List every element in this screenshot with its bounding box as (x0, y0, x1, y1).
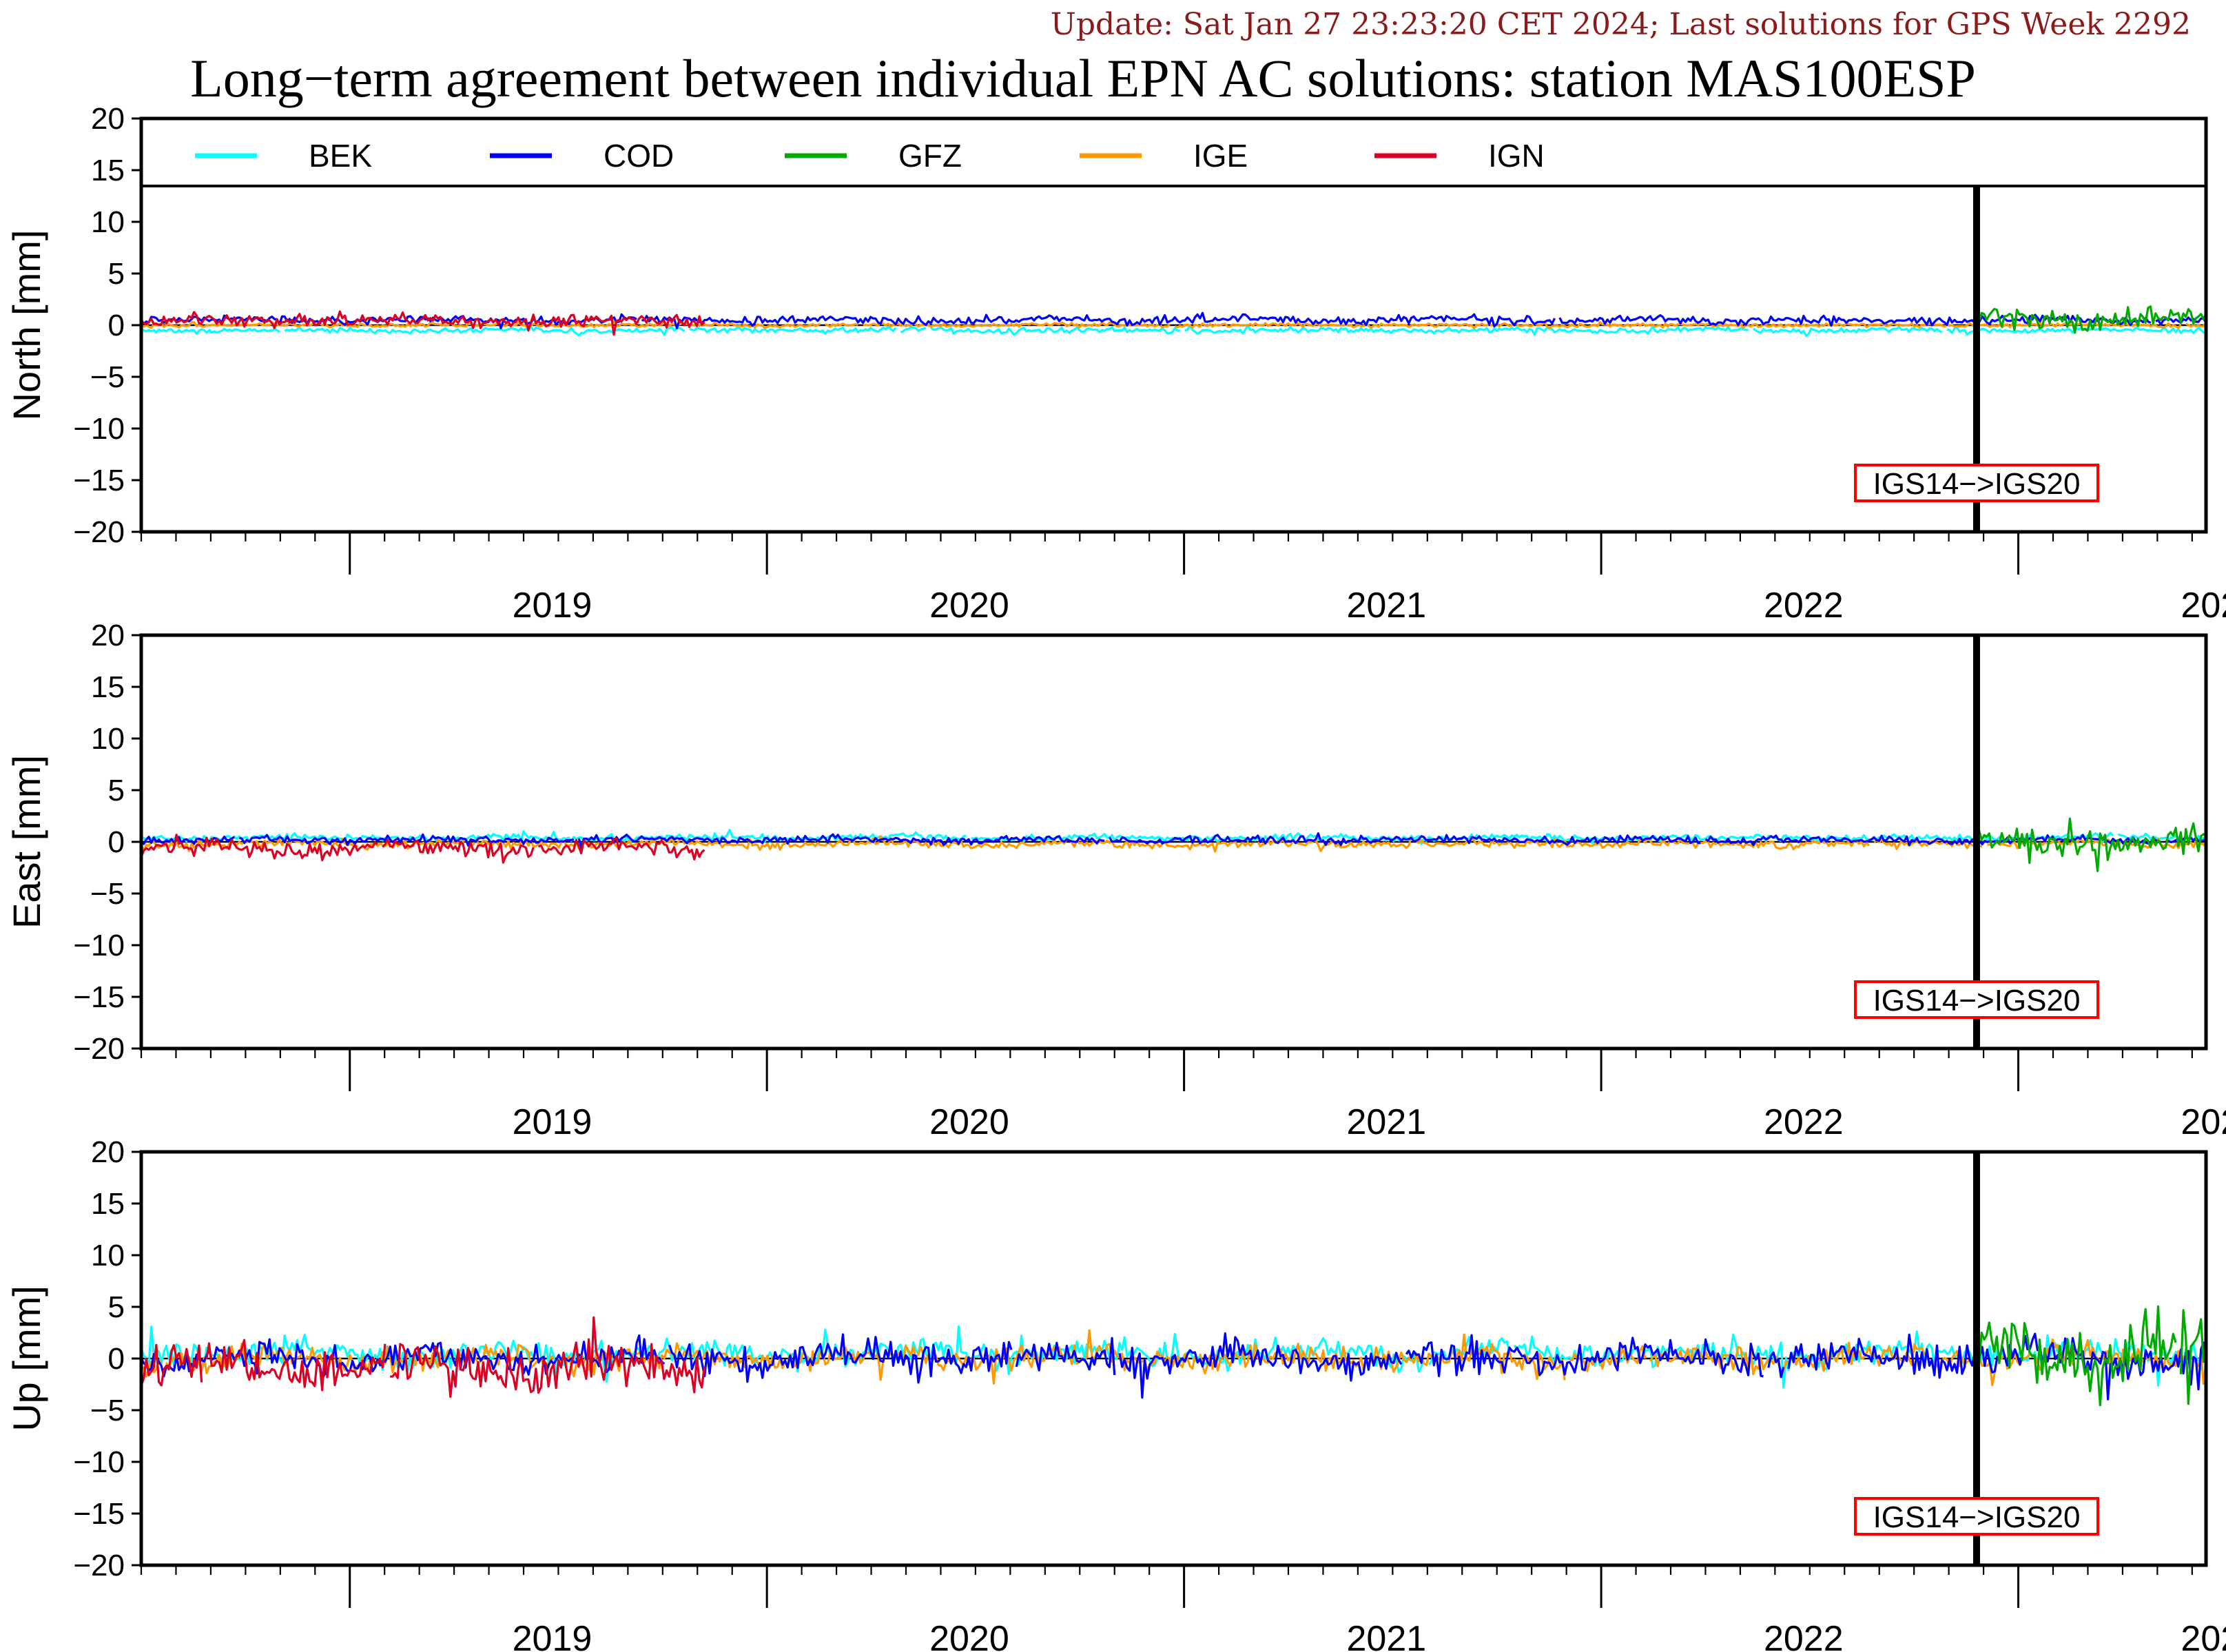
legend-label-ige: IGE (1193, 138, 1248, 174)
y-tick-label: 10 (91, 722, 125, 756)
y-axis-label: North [mm] (5, 230, 48, 421)
series-line-ign (141, 310, 705, 336)
series-line-gfz (1975, 817, 2206, 873)
panel-east: −20 −15 −10 −5 0 5 10 15 20 East [mm] IGS14−>IGS20… (5, 619, 2226, 1142)
y-tick-label: 0 (108, 1342, 125, 1376)
legend-label-gfz: GFZ (898, 138, 962, 174)
series-line-gfz (1976, 305, 2206, 334)
x-year-label: 2021 (1347, 586, 1427, 626)
y-tick-label: 0 (108, 309, 125, 342)
frame-change-annotation-box (1854, 980, 2099, 1019)
update-text: Update: Sat Jan 27 23:23:20 CET 2024; La… (1051, 7, 2191, 42)
y-tick-label: −20 (73, 1032, 125, 1066)
series-line-gfz (1975, 1305, 2206, 1407)
panel-north: −20 −15 −10 −5 0 5 10 15 20 North [mm] IGS14−>IGS2… (5, 102, 2226, 626)
y-tick-label: 0 (108, 825, 125, 859)
y-tick-label: 10 (91, 205, 125, 239)
series-line-ign (141, 1316, 705, 1398)
x-year-label: 2023 (2181, 1619, 2226, 1652)
panel-up: −20 −15 −10 −5 0 5 10 15 20 Up [mm] IGS14−>IGS20 20… (5, 1135, 2226, 1652)
y-tick-label: −20 (73, 1549, 125, 1582)
series-line-cod (141, 1332, 2206, 1401)
y-tick-label: −20 (73, 515, 125, 549)
x-year-label: 2020 (929, 1619, 1009, 1652)
legend-label-cod: COD (604, 138, 674, 174)
y-tick-label: 5 (108, 774, 125, 807)
y-axis-label: East [mm] (5, 755, 48, 929)
y-tick-label: −10 (73, 1445, 125, 1479)
y-tick-label: −5 (90, 360, 125, 394)
series-line-cod (141, 832, 2206, 849)
x-year-label: 2023 (2181, 1102, 2226, 1142)
plot-frame (139, 116, 2208, 534)
y-tick-label: 10 (91, 1239, 125, 1272)
plot-frame (139, 633, 2208, 1051)
y-tick-label: 20 (91, 102, 125, 136)
x-year-label: 2021 (1347, 1619, 1427, 1652)
y-tick-label: −5 (90, 877, 125, 911)
frame-change-annotation: IGS14−>IGS20 (1873, 984, 2081, 1018)
legend-label-bek: BEK (309, 138, 372, 174)
y-tick-label: −15 (73, 980, 125, 1014)
x-year-label: 2022 (1764, 586, 1844, 626)
x-year-label: 2020 (929, 1102, 1009, 1142)
frame-change-annotation-box (1854, 1497, 2099, 1536)
y-tick-label: −15 (73, 1497, 125, 1531)
frame-change-annotation-box (1854, 464, 2099, 502)
y-tick-label: 20 (91, 619, 125, 652)
legend-label-ign: IGN (1488, 138, 1545, 174)
x-year-label: 2023 (2181, 586, 2226, 626)
y-tick-label: 5 (108, 257, 125, 291)
x-year-label: 2019 (513, 1102, 592, 1142)
x-year-label: 2021 (1347, 1102, 1427, 1142)
x-year-label: 2019 (513, 586, 592, 626)
frame-change-annotation: IGS14−>IGS20 (1873, 467, 2081, 501)
y-tick-label: 15 (91, 154, 125, 187)
y-tick-label: 20 (91, 1135, 125, 1169)
y-tick-label: −15 (73, 464, 125, 497)
y-axis-label: Up [mm] (5, 1286, 48, 1432)
y-tick-label: −5 (90, 1394, 125, 1427)
x-year-label: 2022 (1764, 1619, 1844, 1652)
y-tick-label: 15 (91, 670, 125, 704)
series-line-bek (141, 324, 2206, 337)
x-year-label: 2022 (1764, 1102, 1844, 1142)
y-tick-label: 5 (108, 1290, 125, 1324)
x-year-label: 2019 (513, 1619, 592, 1652)
x-year-label: 2020 (929, 586, 1009, 626)
y-tick-label: −10 (73, 929, 125, 962)
y-tick-label: 15 (91, 1187, 125, 1221)
chart-title: Long−term agreement between individual E… (190, 48, 1976, 108)
series-line-ign (141, 834, 705, 864)
plot-frame (139, 1150, 2208, 1567)
y-tick-label: −10 (73, 412, 125, 446)
frame-change-annotation: IGS14−>IGS20 (1873, 1500, 2081, 1534)
